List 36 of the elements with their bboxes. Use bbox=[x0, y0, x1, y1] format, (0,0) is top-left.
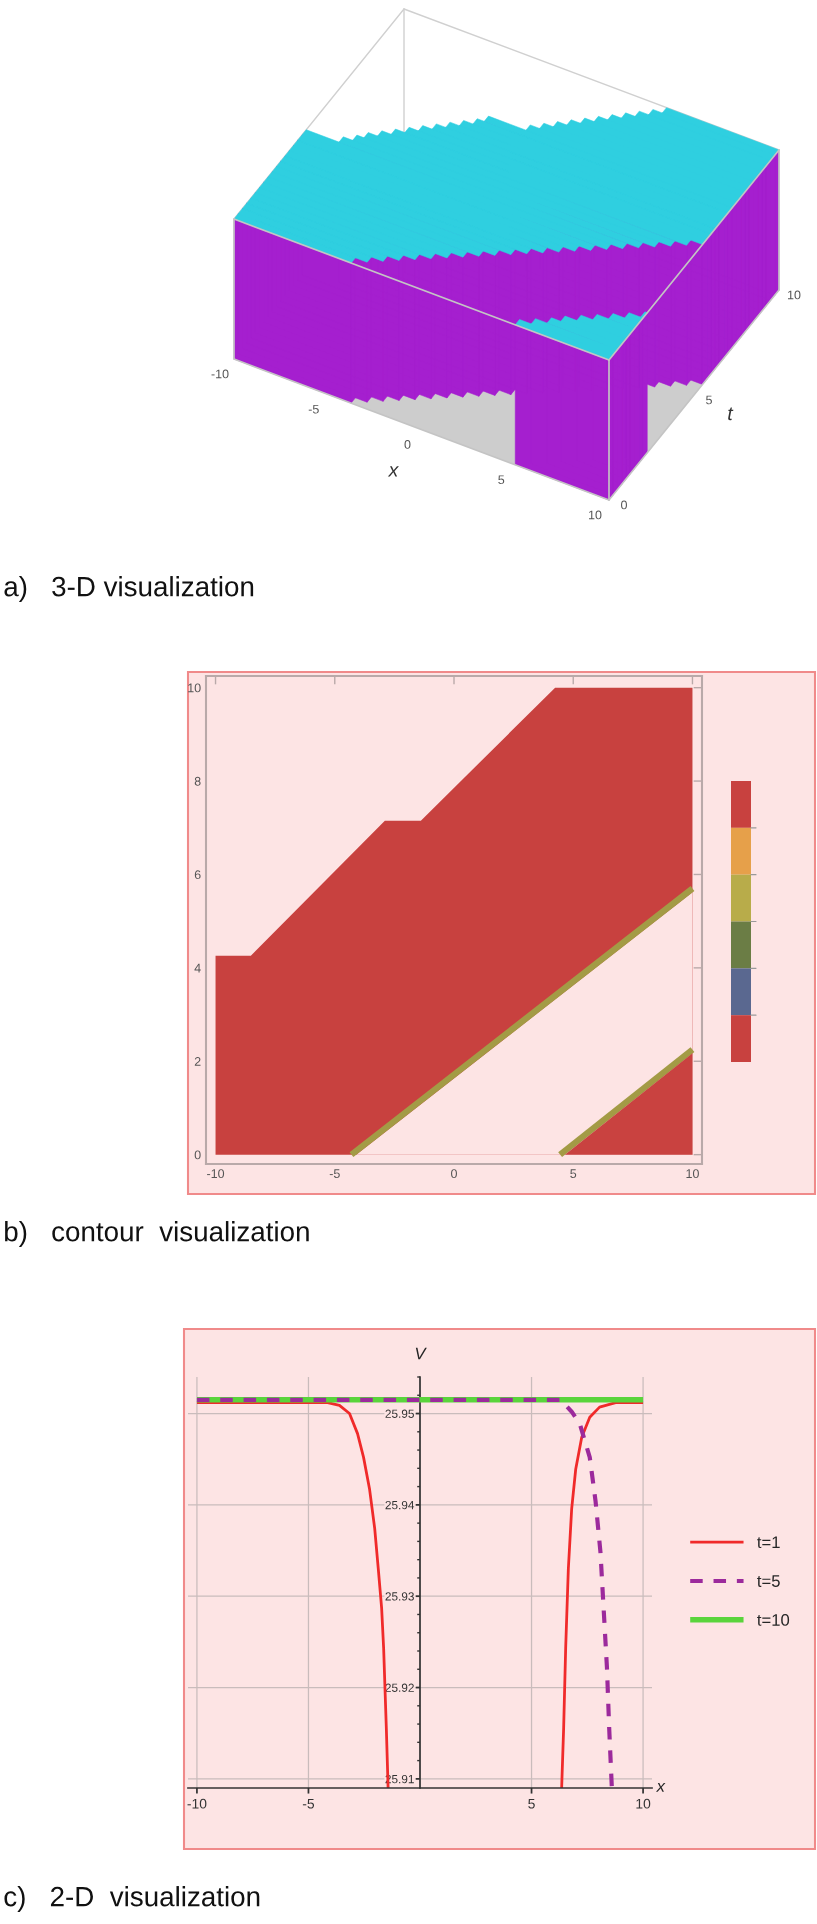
text: t bbox=[728, 407, 734, 421]
y-tick-label: 4 bbox=[194, 963, 201, 973]
text: -10 bbox=[211, 369, 229, 379]
x-tick-label: 5 bbox=[570, 1169, 577, 1179]
y-axis-title: V bbox=[415, 1347, 427, 1360]
text: 10 bbox=[788, 290, 801, 300]
x-tick-label: 0 bbox=[451, 1169, 457, 1179]
legend-label: t=5 bbox=[757, 1575, 780, 1587]
text: 5 bbox=[706, 395, 712, 405]
y-tick-label: 25.95 bbox=[385, 1409, 414, 1418]
y-tick-label: 25.92 bbox=[385, 1683, 414, 1692]
y-tick-label: 25.93 bbox=[385, 1592, 414, 1601]
x-tick-label: -10 bbox=[207, 1169, 225, 1179]
x-tick-label: -5 bbox=[302, 1798, 315, 1809]
x-tick-label: 10 bbox=[686, 1169, 699, 1179]
text: 10 bbox=[589, 510, 602, 520]
x-tick-label: -5 bbox=[329, 1169, 340, 1179]
text: b) contour visualization bbox=[5, 1221, 309, 1247]
y-tick-label: 2 bbox=[194, 1057, 201, 1066]
y-tick-label: 6 bbox=[194, 870, 201, 880]
text: c) 2-D visualization bbox=[4, 1886, 260, 1912]
y-tick-label: 25.94 bbox=[385, 1500, 415, 1510]
x-axis-title: x bbox=[655, 1783, 666, 1792]
y-tick-label: 8 bbox=[194, 776, 201, 786]
x-tick-label: -10 bbox=[187, 1798, 207, 1809]
text: a) 3-D visualization bbox=[4, 576, 254, 602]
y-tick-label: 0 bbox=[194, 1150, 201, 1160]
text: x bbox=[387, 466, 399, 477]
legend-label: t=10 bbox=[757, 1614, 790, 1626]
x-tick-label: 10 bbox=[636, 1798, 651, 1809]
x-tick-label: 5 bbox=[528, 1798, 535, 1809]
text: 5 bbox=[498, 475, 505, 485]
text: 0 bbox=[621, 500, 627, 510]
legend-label: t=1 bbox=[757, 1536, 780, 1549]
text: -5 bbox=[308, 404, 319, 414]
y-tick-label: 10 bbox=[188, 683, 201, 693]
